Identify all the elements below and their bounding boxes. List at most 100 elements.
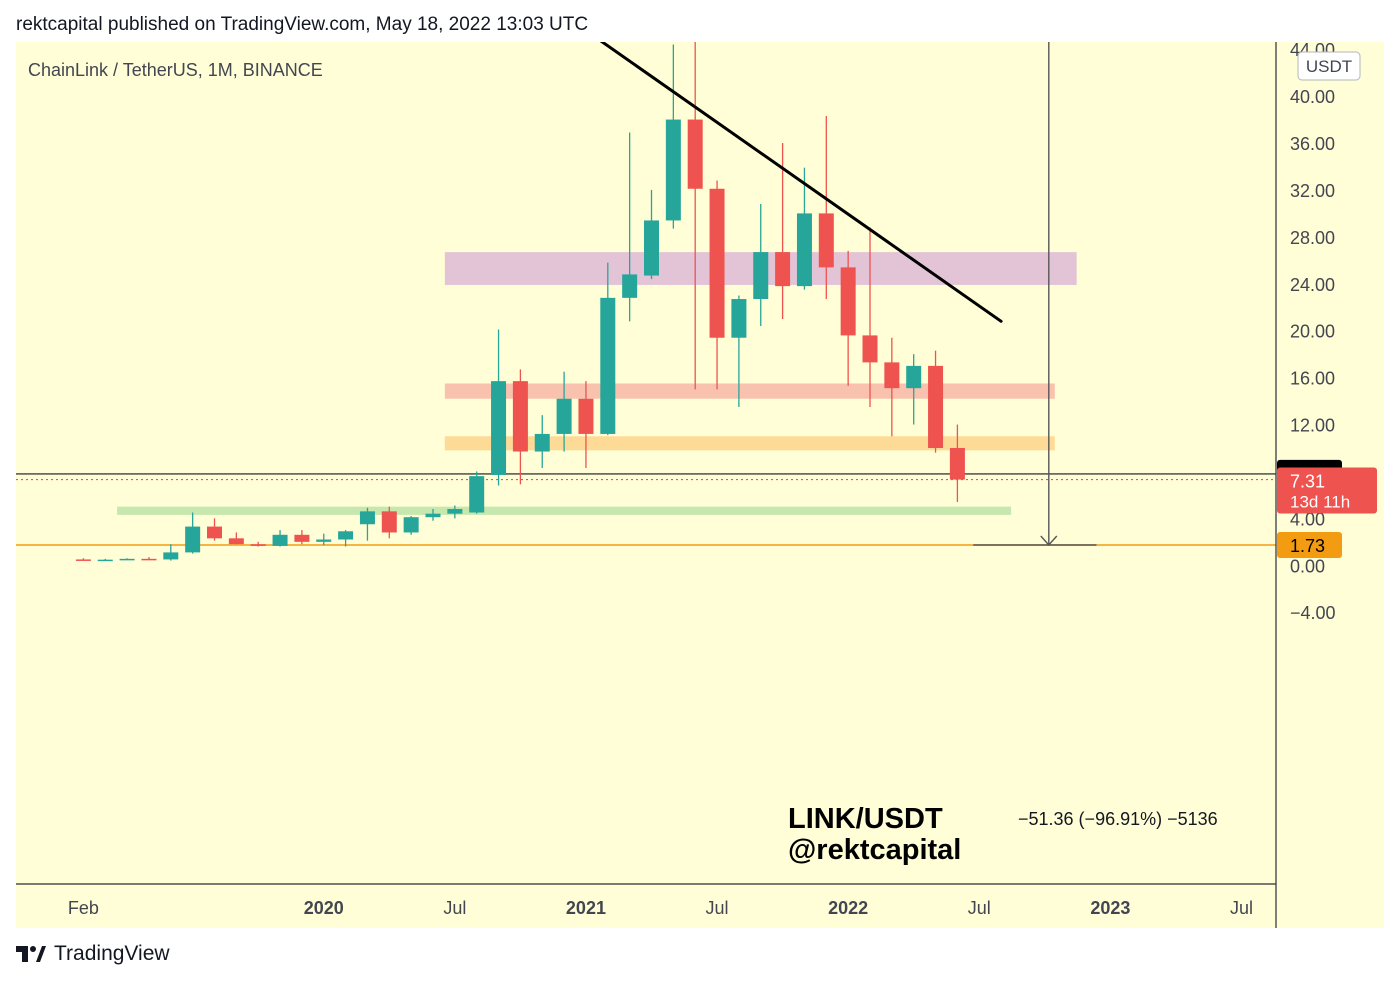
candle-body bbox=[75, 559, 91, 561]
candle-body bbox=[294, 534, 310, 542]
candle-body bbox=[228, 538, 244, 545]
candle bbox=[796, 167, 812, 290]
candle-body bbox=[97, 559, 113, 562]
price-tag-countdown: 13d 11h bbox=[1290, 493, 1350, 512]
candle bbox=[709, 180, 725, 390]
candle-body bbox=[381, 511, 397, 533]
candle-body bbox=[949, 448, 965, 480]
candle bbox=[512, 369, 528, 485]
price-tag-orange-label: 1.73 bbox=[1290, 536, 1325, 556]
candle-body bbox=[665, 119, 681, 221]
candle-body bbox=[185, 526, 201, 553]
candles-layer bbox=[75, 42, 965, 562]
candle bbox=[775, 143, 791, 319]
candle bbox=[840, 250, 856, 386]
candle-body bbox=[556, 398, 572, 434]
candlestick-chart[interactable]: 64.0060.0056.0052.0048.0044.0040.0036.00… bbox=[16, 42, 1384, 928]
price-tag-current-value: 7.31 bbox=[1290, 472, 1325, 492]
currency-badge: USDT bbox=[1297, 51, 1361, 81]
y-tick-label: 4.00 bbox=[1290, 509, 1325, 529]
candle-body bbox=[840, 267, 856, 336]
candle bbox=[97, 558, 113, 562]
candle bbox=[862, 227, 878, 407]
candle bbox=[250, 541, 266, 547]
y-tick-label: 24.00 bbox=[1290, 275, 1335, 295]
candle bbox=[272, 530, 288, 547]
measure-label: −51.36 (−96.91%) −5136 bbox=[1018, 809, 1218, 829]
zone-green bbox=[117, 506, 1012, 515]
candle bbox=[207, 518, 222, 541]
y-tick-label: 16.00 bbox=[1290, 369, 1335, 389]
watermark-line2: @rektcapital bbox=[788, 834, 961, 866]
candle bbox=[665, 44, 681, 229]
candle bbox=[534, 415, 550, 468]
candle-body bbox=[141, 558, 157, 561]
x-tick-label: 2020 bbox=[304, 898, 344, 918]
x-tick-label: Jul bbox=[443, 898, 466, 918]
y-tick-label: 36.00 bbox=[1290, 134, 1335, 154]
candle bbox=[447, 505, 463, 519]
candle-body bbox=[512, 381, 528, 452]
candle-body bbox=[709, 188, 725, 338]
candle-body bbox=[928, 365, 944, 448]
tradingview-brand: TradingView bbox=[54, 942, 170, 965]
symbol-title: ChainLink / TetherUS, 1M, BINANCE bbox=[28, 60, 323, 80]
candle-body bbox=[207, 526, 222, 539]
chart-background bbox=[16, 42, 1384, 928]
candle bbox=[622, 132, 638, 322]
y-tick-label: 32.00 bbox=[1290, 181, 1335, 201]
watermark-line1: LINK/USDT bbox=[788, 803, 943, 835]
candle bbox=[818, 116, 834, 300]
candle bbox=[75, 558, 91, 561]
y-tick-label: 40.00 bbox=[1290, 87, 1335, 107]
candle bbox=[949, 424, 965, 502]
candle bbox=[644, 189, 659, 280]
axis-layer: 64.0060.0056.0052.0048.0044.0040.0036.00… bbox=[16, 42, 1377, 928]
candle-body bbox=[622, 274, 638, 298]
chart-panel[interactable]: 64.0060.0056.0052.0048.0044.0040.0036.00… bbox=[16, 42, 1384, 928]
price-tag-current-box bbox=[1277, 467, 1377, 514]
candle bbox=[185, 512, 201, 554]
candle-body bbox=[796, 213, 812, 287]
candle-body bbox=[491, 381, 507, 475]
x-tick-label: Feb bbox=[68, 898, 99, 918]
candle-body bbox=[447, 508, 463, 514]
y-tick-label: 28.00 bbox=[1290, 228, 1335, 248]
y-tick-label: 0.00 bbox=[1290, 556, 1325, 576]
candle-body bbox=[272, 534, 288, 546]
candle bbox=[119, 558, 135, 561]
candle-body bbox=[534, 433, 550, 452]
candle-body bbox=[687, 119, 703, 189]
candle-body bbox=[906, 365, 922, 389]
x-tick-label: 2021 bbox=[566, 898, 606, 918]
candle bbox=[469, 471, 485, 514]
y-tick-label: 12.00 bbox=[1290, 416, 1335, 436]
candle bbox=[928, 350, 944, 453]
x-tick-label: Jul bbox=[968, 898, 991, 918]
candle bbox=[753, 204, 769, 327]
candle bbox=[906, 354, 922, 425]
candle-body bbox=[359, 511, 375, 525]
candle-body bbox=[600, 297, 616, 434]
candle-body bbox=[818, 213, 834, 268]
candle-body bbox=[862, 335, 878, 363]
candle-body bbox=[775, 252, 791, 287]
currency-badge-box bbox=[1297, 51, 1361, 81]
y-tick-label: 20.00 bbox=[1290, 322, 1335, 342]
candle bbox=[687, 42, 703, 390]
trendline bbox=[599, 42, 1003, 323]
overlay-layer bbox=[599, 42, 1097, 547]
currency-label: USDT bbox=[1306, 57, 1352, 76]
candle bbox=[491, 329, 507, 486]
zone-orange bbox=[444, 436, 1055, 451]
candle-body bbox=[425, 513, 441, 518]
candle-body bbox=[250, 544, 266, 546]
candle bbox=[403, 516, 419, 535]
candle-body bbox=[753, 252, 769, 300]
tradingview-logo[interactable]: TradingView bbox=[16, 942, 170, 966]
candle-body bbox=[644, 220, 659, 276]
candle bbox=[359, 507, 375, 541]
candle-body bbox=[469, 476, 485, 513]
publish-header: rektcapital published on TradingView.com… bbox=[16, 14, 589, 35]
